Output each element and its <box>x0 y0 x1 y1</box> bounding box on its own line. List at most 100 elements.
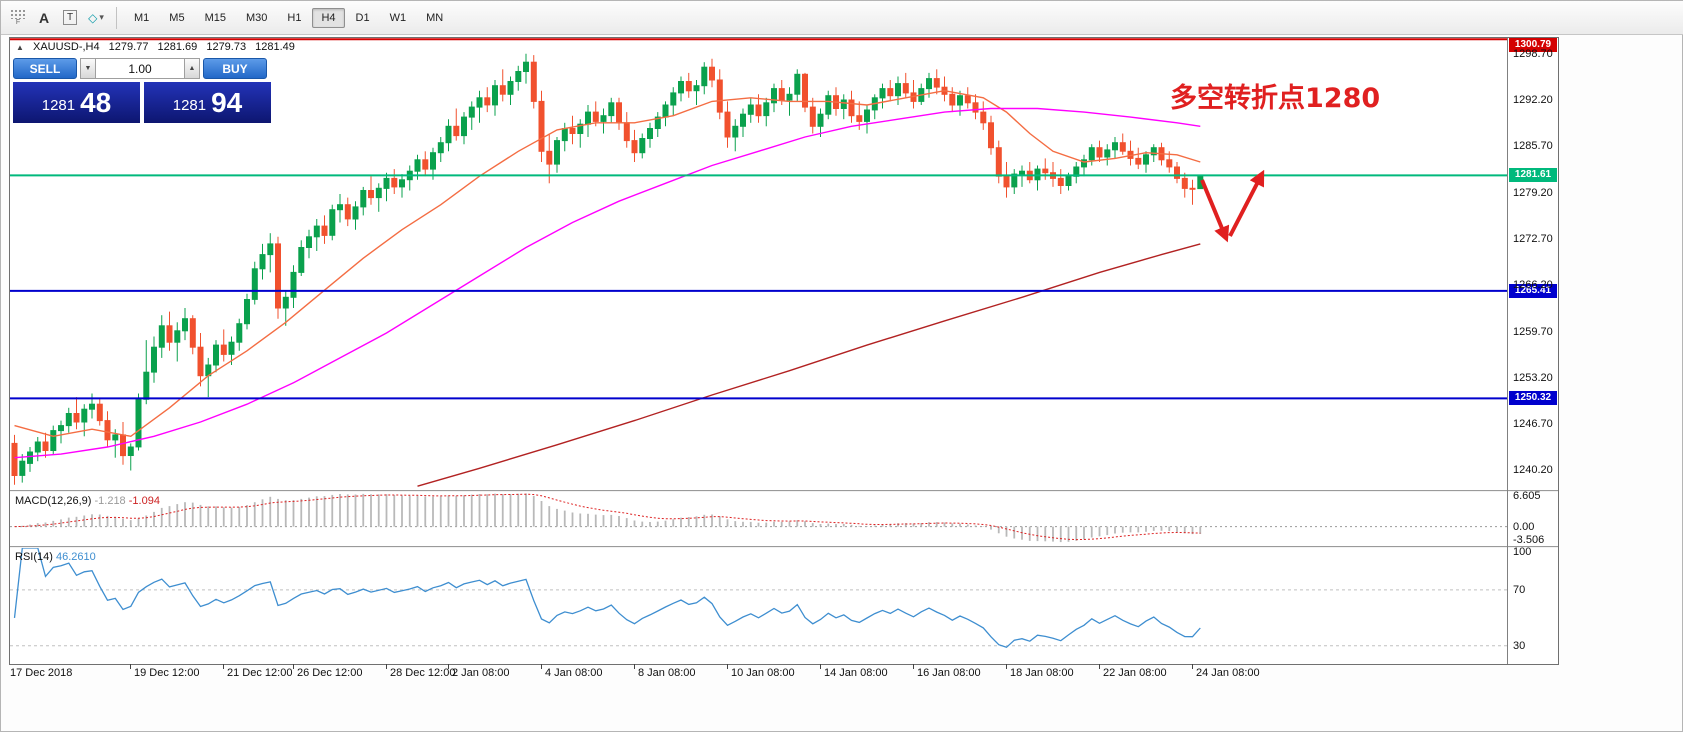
candle-up <box>143 371 150 400</box>
candle-down <box>809 106 816 127</box>
candle-up <box>840 99 847 109</box>
time-axis-label: 16 Jan 08:00 <box>917 667 981 679</box>
candle-down <box>321 225 328 236</box>
sell-price-display[interactable]: 1281 48 <box>13 82 140 123</box>
candle-up <box>670 92 677 106</box>
candle-down <box>933 78 940 88</box>
candle-down <box>949 93 956 106</box>
candle-up <box>399 179 405 188</box>
candle-down <box>972 102 979 113</box>
time-axis-tick <box>293 664 294 669</box>
ohlc-open: 1279.77 <box>108 41 149 53</box>
shapes-tool-button[interactable]: ◇ ▾ <box>85 6 107 30</box>
candle-up <box>213 344 219 366</box>
candle-up <box>236 323 243 343</box>
candle-up <box>383 177 390 189</box>
timeframe-button-m15[interactable]: M15 <box>204 11 226 24</box>
candle-down <box>802 73 808 108</box>
candle-up <box>957 95 963 106</box>
volume-increase-button[interactable]: ▲ <box>184 58 200 79</box>
buy-price-display[interactable]: 1281 94 <box>144 82 271 123</box>
time-axis-label: 19 Dec 12:00 <box>134 667 200 679</box>
toolbar-drag-handle[interactable]: F <box>7 6 29 30</box>
timeframe-button-mn[interactable]: MN <box>426 11 444 24</box>
price-tag: 1265.41 <box>1509 284 1557 298</box>
candle-down <box>484 97 491 106</box>
candle-up <box>515 71 522 82</box>
candle-down <box>546 150 553 165</box>
candle-down <box>848 99 855 117</box>
price-axis-label: 1272.70 <box>1513 233 1553 245</box>
sell-button[interactable]: SELL <box>13 58 77 79</box>
time-axis[interactable]: 17 Dec 2018 19 Dec 12:00 21 Dec 12:00 26 De… <box>9 664 1557 684</box>
candle-down <box>755 104 762 117</box>
candle-up <box>895 83 901 97</box>
price-chart-panel[interactable] <box>10 38 1507 489</box>
candle-up <box>600 115 607 122</box>
macd-panel[interactable] <box>10 492 1507 545</box>
buy-button[interactable]: BUY <box>203 58 267 79</box>
price-axis-label: 1285.70 <box>1513 140 1553 152</box>
rsi-panel[interactable] <box>10 548 1507 664</box>
timeframe-button-w1[interactable]: W1 <box>389 11 407 24</box>
candle-down <box>856 115 863 122</box>
timeframe-button-m5[interactable]: M5 <box>169 11 185 24</box>
text-label-icon: A <box>38 9 50 26</box>
drawn-arrow-up[interactable] <box>1228 169 1265 237</box>
time-axis-tick <box>386 664 387 669</box>
text-box-tool-button[interactable]: T <box>59 6 81 30</box>
candle-up <box>678 81 684 94</box>
candle-down <box>104 420 111 441</box>
volume-input[interactable] <box>96 58 184 79</box>
candle-up <box>763 102 770 117</box>
timeframe-button-m1[interactable]: M1 <box>134 11 150 24</box>
macd-main-value: -1.218 <box>94 495 126 507</box>
candle-down <box>1042 168 1049 174</box>
ohlc-close: 1281.49 <box>255 41 295 53</box>
text-label-tool-button[interactable]: A <box>33 6 55 30</box>
timeframe-button-d1[interactable]: D1 <box>355 11 370 24</box>
candle-up <box>50 430 57 452</box>
time-axis-label: 4 Jan 08:00 <box>545 667 603 679</box>
time-axis-tick <box>913 664 914 669</box>
chart-text-annotation[interactable]: 多空转折点1280 <box>1170 83 1381 114</box>
candle-up <box>786 93 793 101</box>
rsi-indicator-label: RSI(14) 46.2610 <box>15 551 96 563</box>
grid-dots-icon <box>10 9 26 19</box>
price-axis-label: 1266.20 <box>1513 279 1553 291</box>
volume-decrease-button[interactable]: ▼ <box>80 58 96 79</box>
candle-down <box>709 66 715 81</box>
candle-down <box>1166 159 1173 168</box>
timeframe-button-h4[interactable]: H4 <box>312 7 345 28</box>
candle-up <box>926 78 932 90</box>
price-axis-label: 1240.20 <box>1513 464 1553 476</box>
bid-price-main: 1281 <box>41 97 76 114</box>
shapes-icon: ◇ <box>88 10 98 25</box>
candle-down <box>368 190 374 199</box>
drawn-arrow-down[interactable] <box>1200 179 1230 243</box>
text-box-icon: T <box>62 10 78 25</box>
candle-down <box>73 413 80 423</box>
time-axis-tick <box>1099 664 1100 669</box>
candle-up <box>1150 147 1157 156</box>
panel-separator[interactable] <box>10 546 1558 548</box>
timeframe-button-m30[interactable]: M30 <box>245 11 268 24</box>
timeframe-button-h1[interactable]: H1 <box>287 11 302 24</box>
macd-name: MACD(12,26,9) <box>15 495 92 507</box>
rsi-axis-label: 100 <box>1513 546 1532 558</box>
candle-up <box>360 190 367 208</box>
candle-down <box>1135 157 1142 165</box>
panel-separator[interactable] <box>10 490 1558 492</box>
price-tag: 1300.79 <box>1509 38 1557 52</box>
candle-up <box>1088 147 1095 161</box>
candle-up <box>771 88 777 104</box>
chart-area[interactable]: ▲ XAUUSD-,H4 1279.77 1281.69 1279.73 128… <box>9 37 1559 665</box>
candle-down <box>980 111 987 124</box>
candle-up <box>151 346 157 373</box>
macd-signal-line <box>14 493 1201 541</box>
price-axis-label: 1298.70 <box>1513 48 1553 60</box>
candle-down <box>499 85 506 95</box>
chevron-down-icon: ▾ <box>99 12 104 22</box>
candle-up <box>375 187 382 199</box>
candle-up <box>267 243 274 256</box>
